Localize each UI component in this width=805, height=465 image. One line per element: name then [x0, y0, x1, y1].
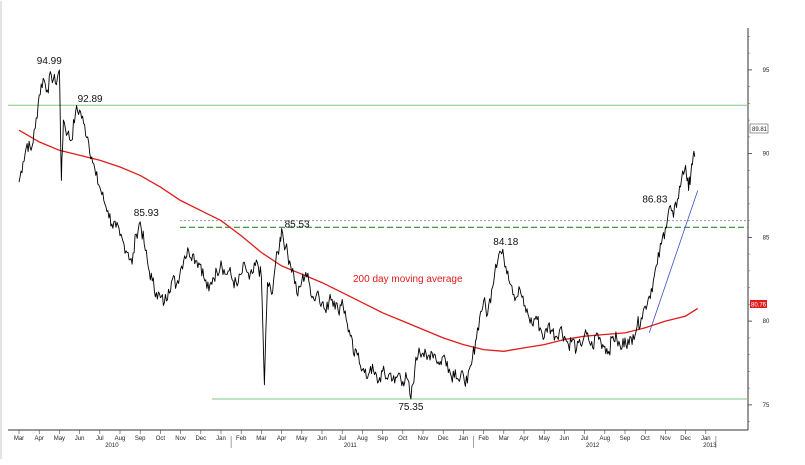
annotation-label-2: 85.93: [134, 208, 159, 219]
x-tick-label-1: Apr: [35, 436, 44, 442]
last-price-tag: 89.81: [749, 123, 769, 134]
year-label-0: 2010: [105, 443, 119, 449]
x-axis-ticks: Mar Apr May Jun Jul Aug Sep Oct Nov Dec Jan Feb Mar A…: [14, 430, 717, 449]
ma-value-tag: 80.76: [750, 300, 767, 309]
x-tick-label-8: Nov: [175, 436, 186, 442]
trendline-layer: [648, 190, 699, 333]
ma-label: 200 day moving average: [353, 274, 463, 285]
x-tick-label-33: Dec: [680, 436, 691, 442]
x-tick-label-12: Mar: [256, 436, 266, 442]
y-axis-ticks: 95 90 85 80 75: [748, 36, 770, 422]
x-tick-label-31: Oct: [641, 436, 651, 442]
x-tick-label-22: Jan: [459, 436, 469, 442]
x-tick-label-21: Dec: [438, 436, 449, 442]
y-tick-label-2: 85: [763, 235, 770, 241]
x-tick-label-34: Jan: [701, 436, 711, 442]
horizontal-levels: [8, 104, 748, 400]
price-line: [18, 69, 696, 400]
year-label-1: 2011: [344, 443, 358, 449]
y-tick-label-4: 75: [763, 403, 770, 409]
x-tick-label-16: Jul: [338, 436, 346, 442]
x-tick-label-30: Sep: [620, 436, 631, 442]
x-tick-label-15: Jun: [317, 436, 327, 442]
x-tick-label-13: Apr: [277, 436, 286, 442]
x-tick-label-5: Aug: [115, 436, 126, 442]
price-series-layer: [18, 69, 696, 400]
x-tick-label-25: Apr: [519, 436, 528, 442]
moving-average-layer: [18, 129, 699, 352]
annotation-label-6: 86.83: [642, 195, 667, 206]
annotation-label-1: 92.89: [78, 94, 103, 105]
ma-value: 80.76: [751, 303, 767, 309]
x-tick-label-29: Aug: [599, 436, 610, 442]
annotation-label-0: 94.99: [37, 56, 62, 67]
year-label-2: 2012: [586, 443, 600, 449]
x-tick-label-26: May: [539, 436, 550, 442]
x-tick-label-0: Mar: [14, 436, 24, 442]
x-tick-label-9: Dec: [195, 436, 206, 442]
x-tick-label-28: Jul: [581, 436, 589, 442]
y-tick-label-3: 80: [763, 319, 770, 325]
y-tick-label-0: 95: [763, 68, 770, 74]
year-label-3: 2013: [703, 443, 717, 449]
x-tick-label-6: Sep: [135, 436, 146, 442]
ma-value-box: [750, 300, 767, 308]
x-tick-label-7: Oct: [156, 436, 166, 442]
x-tick-label-18: Sep: [377, 436, 388, 442]
x-tick-label-14: May: [296, 436, 307, 442]
x-tick-label-32: Nov: [660, 436, 671, 442]
x-tick-label-27: Jun: [560, 436, 570, 442]
last-price-box: [749, 123, 769, 134]
annotation-label-3: 85.53: [285, 220, 310, 231]
ma200-line: [18, 129, 699, 352]
x-tick-label-19: Oct: [398, 436, 408, 442]
x-tick-label-2: May: [54, 436, 65, 442]
price-annotations: 94.99 92.89 85.93 85.53 84.18 75.35 86.83: [37, 56, 668, 413]
x-tick-label-11: Feb: [236, 436, 247, 442]
annotation-label-5: 75.35: [398, 402, 423, 413]
last-price-value: 89.81: [752, 127, 768, 133]
x-tick-label-4: Jul: [96, 436, 104, 442]
x-tick-label-17: Aug: [357, 436, 368, 442]
x-tick-label-3: Jun: [75, 436, 85, 442]
x-tick-label-20: Nov: [418, 436, 429, 442]
trendline: [648, 190, 699, 333]
x-tick-label-10: Jan: [216, 436, 226, 442]
x-tick-label-24: Mar: [499, 436, 509, 442]
annotation-label-4: 84.18: [493, 237, 518, 248]
y-tick-label-1: 90: [763, 152, 770, 158]
x-tick-label-23: Feb: [478, 436, 489, 442]
